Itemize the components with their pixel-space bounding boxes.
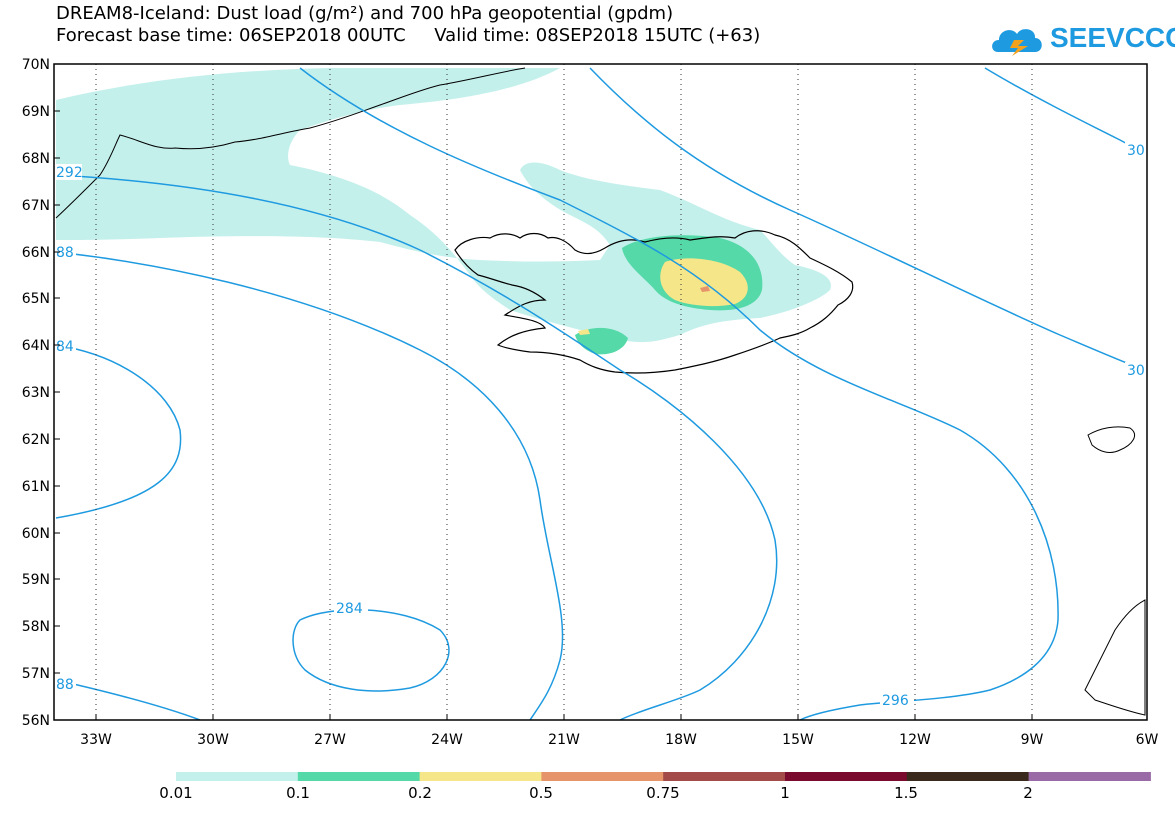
lon-label: 30W [197, 732, 229, 748]
dust-patch-peak [700, 286, 710, 292]
contour-label: 284 [336, 601, 363, 617]
lat-label: 57N [22, 666, 50, 682]
lon-ticks [95, 714, 1033, 720]
lat-label: 62N [22, 432, 50, 448]
lat-label: 64N [22, 338, 50, 354]
contour-label: 88 [56, 245, 74, 261]
lon-label: 33W [80, 732, 112, 748]
lat-label: 69N [22, 104, 50, 120]
colorbar-label: 0.1 [286, 784, 310, 802]
contour-line-288-south [55, 679, 201, 721]
map-subtitle: Forecast base time: 06SEP2018 00UTC Vali… [56, 25, 761, 46]
lat-label: 70N [22, 57, 50, 73]
lat-label: 68N [22, 151, 50, 167]
lon-axis: 33W 30W 27W 24W 21W 18W 15W 12W 9W 6W [80, 732, 1158, 748]
contour-line-284-closed [292, 609, 450, 692]
lon-label: 15W [782, 732, 814, 748]
lat-ticks [54, 110, 60, 674]
contour-line-296 [299, 67, 1059, 721]
contour-line-284 [55, 344, 182, 519]
dust-plume-low-2 [56, 100, 330, 240]
lat-label: 66N [22, 245, 50, 261]
lon-label: 9W [1021, 732, 1044, 748]
contour-label: 292 [56, 165, 83, 181]
dust-patch-high-2 [578, 329, 590, 335]
dust-patch-mid-2 [575, 327, 628, 355]
colorbar-label: 1.5 [894, 784, 918, 802]
lat-label: 63N [22, 385, 50, 401]
lat-label: 60N [22, 526, 50, 542]
colorbar-swatch [541, 772, 664, 781]
lightning-icon [1010, 40, 1028, 56]
colorbar-label: 0.01 [159, 784, 193, 802]
iceland-coastline [454, 230, 854, 374]
map-title: DREAM8-Iceland: Dust load (g/m²) and 700… [56, 3, 674, 24]
colorbar-label: 0.2 [408, 784, 432, 802]
contour-line-288 [55, 251, 564, 721]
faroe-islands [1087, 426, 1135, 453]
colorbar-swatch [785, 772, 908, 781]
contour-label: 84 [56, 339, 74, 355]
colorbar-swatch [297, 772, 421, 781]
contour-label: 30 [1127, 143, 1145, 159]
contour-line-304 [984, 67, 1146, 156]
colorbar-swatch [906, 772, 1030, 781]
colorbar-swatch [419, 772, 542, 781]
dust-load-field [56, 68, 831, 355]
lon-label: 6W [1136, 732, 1159, 748]
lat-label: 56N [22, 713, 50, 729]
lon-label: 21W [548, 732, 580, 748]
lat-label: 65N [22, 291, 50, 307]
colorbar-label: 0.5 [529, 784, 553, 802]
contour-line-300 [589, 67, 1146, 371]
lat-label: 67N [22, 198, 50, 214]
contour-label: 30 [1127, 363, 1145, 379]
lat-label: 58N [22, 619, 50, 635]
greenland-coastline [55, 67, 526, 219]
colorbar-label: 0.75 [646, 784, 680, 802]
colorbar-label: 2 [1023, 784, 1033, 802]
colorbar-swatch [176, 772, 299, 781]
colorbar-swatch [663, 772, 786, 781]
lat-axis: 70N 69N 68N 67N 66N 65N 64N 63N 62N 61N … [22, 57, 50, 729]
colorbar-label: 1 [780, 784, 790, 802]
seevccc-logo [992, 29, 1042, 56]
lon-label: 27W [314, 732, 346, 748]
lon-label: 12W [899, 732, 931, 748]
colorbar-swatch [1028, 772, 1151, 781]
contour-label: 296 [882, 693, 909, 709]
logo-text: SEEVCCC [1050, 22, 1175, 53]
lon-label: 18W [665, 732, 697, 748]
lat-label: 61N [22, 479, 50, 495]
lat-label: 59N [22, 572, 50, 588]
lon-label: 24W [431, 732, 463, 748]
contour-label: 88 [56, 677, 74, 693]
geopotential-contours [55, 67, 1146, 721]
scotland-coastline [1084, 599, 1146, 716]
contour-line-292 [55, 174, 778, 721]
colorbar [176, 772, 1151, 781]
